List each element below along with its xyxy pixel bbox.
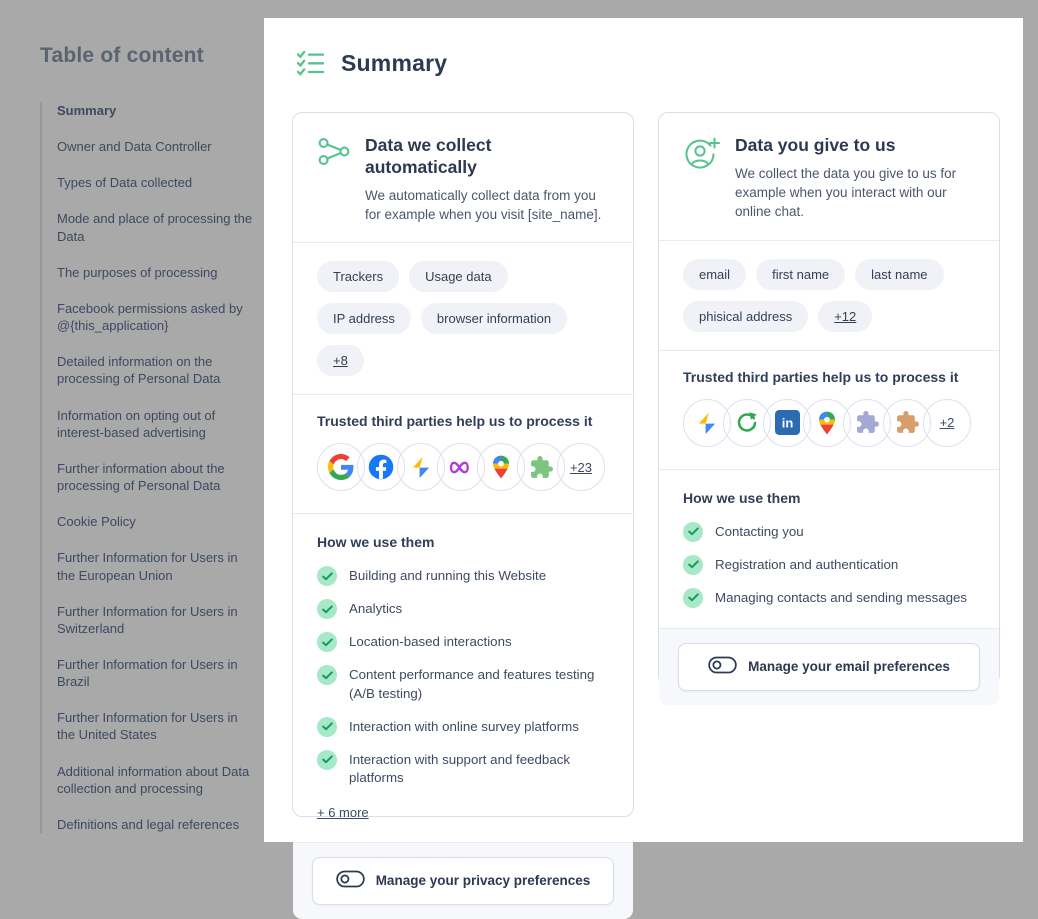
toc-item[interactable]: Owner and Data Controller xyxy=(57,139,212,155)
toc-item[interactable]: Types of Data collected xyxy=(57,175,193,191)
summary-panel: Summary Data we collect automatically We… xyxy=(264,18,1023,919)
toc-item[interactable]: Summary xyxy=(57,103,117,118)
card-header: Data you give to us We collect the data … xyxy=(659,113,999,241)
manage-button-label: Manage your privacy preferences xyxy=(375,873,591,889)
network-nodes-icon xyxy=(317,136,351,224)
check-circle-icon xyxy=(683,587,703,608)
usage-item-label: Building and running this Website xyxy=(349,568,547,584)
tags-more-link[interactable]: +12 xyxy=(818,300,873,332)
card-header: Data we collect automatically We automat… xyxy=(293,113,633,244)
card-title: Data we collect automatically xyxy=(365,135,492,177)
tag-pill: browser information xyxy=(420,303,568,335)
check-circle-icon xyxy=(317,749,337,770)
usage-item: Registration and authentication xyxy=(683,554,975,575)
third-parties-section: Trusted third parties help us to process… xyxy=(659,351,999,470)
usage-heading: How we use them xyxy=(683,489,801,506)
tag-pill: phisical address xyxy=(683,300,809,332)
toc-item[interactable]: Further Information for Users in the Uni… xyxy=(57,710,238,743)
check-circle-icon xyxy=(317,599,337,620)
panel-header: Summary xyxy=(296,50,1000,77)
third-party-logos: in +2 xyxy=(683,398,975,447)
usage-item: Interaction with support and feedback pl… xyxy=(317,749,609,788)
tag-pill: last name xyxy=(855,258,944,290)
tag-pill: IP address xyxy=(317,303,411,335)
card-title: Data you give to us xyxy=(735,135,896,155)
tag-pill: Usage data xyxy=(409,261,508,293)
usage-item-label: Contacting you xyxy=(715,523,804,539)
third-parties-section: Trusted third parties help us to process… xyxy=(293,395,633,515)
card-footer: Manage your privacy preferences xyxy=(293,841,633,919)
table-of-contents: Table of content Summary Owner and Data C… xyxy=(40,44,258,834)
usage-item: Building and running this Website xyxy=(317,566,609,587)
card-description: We collect the data you give to us for e… xyxy=(735,165,957,220)
toc-item[interactable]: Further information about the processing… xyxy=(57,460,225,494)
usage-more-link[interactable]: + 6 more xyxy=(317,804,369,820)
toc-item[interactable]: Further Information for Users in Switzer… xyxy=(57,603,238,636)
usage-section: How we use them Building and running thi… xyxy=(293,514,633,841)
toc-item[interactable]: Additional information about Data collec… xyxy=(57,763,250,796)
check-circle-icon xyxy=(317,566,337,587)
toc-item[interactable]: The purposes of processing xyxy=(57,264,218,280)
usage-item: Managing contacts and sending messages xyxy=(683,587,975,608)
usage-item-label: Registration and authentication xyxy=(715,556,899,572)
usage-item-label: Managing contacts and sending messages xyxy=(715,589,968,605)
third-parties-more-link[interactable]: +2 xyxy=(923,398,971,447)
usage-item-label: Analytics xyxy=(349,601,403,617)
manage-preferences-button[interactable]: Manage your privacy preferences xyxy=(312,856,614,905)
card-description: We automatically collect data from you f… xyxy=(365,187,602,223)
usage-item: Content performance and features testing… xyxy=(317,665,609,703)
usage-item: Analytics xyxy=(317,599,609,620)
third-parties-heading: Trusted third parties help us to process… xyxy=(317,413,593,430)
third-parties-heading: Trusted third parties help us to process… xyxy=(683,368,959,385)
tag-pill: Trackers xyxy=(317,261,400,293)
checklist-icon xyxy=(296,50,324,77)
data-tags: email first name last name phisical address… xyxy=(659,241,999,351)
page-title: Summary xyxy=(341,50,448,76)
toc-item[interactable]: Further Information for Users in Brazil xyxy=(57,656,238,690)
toc-title: Table of content xyxy=(40,44,204,67)
toc-item[interactable]: Cookie Policy xyxy=(57,514,136,530)
toggle-icon xyxy=(335,870,365,891)
usage-item-label: Location-based interactions xyxy=(349,634,512,650)
usage-item-label: Content performance and features testing… xyxy=(349,667,595,701)
third-parties-more-link[interactable]: +23 xyxy=(557,443,605,492)
usage-section: How we use them Contacting you Registrati… xyxy=(659,470,999,628)
toggle-icon xyxy=(708,656,737,677)
manage-button-label: Manage your email preferences xyxy=(748,659,950,675)
toc-item[interactable]: Definitions and legal references xyxy=(57,816,240,832)
check-circle-icon xyxy=(683,521,703,542)
toc-item[interactable]: Further Information for Users in the Eur… xyxy=(57,550,238,583)
usage-list: Contacting you Registration and authentic… xyxy=(683,521,975,608)
toc-list: Summary Owner and Data Controller Types of… xyxy=(40,102,258,834)
usage-item-label: Interaction with online survey platforms xyxy=(349,718,579,734)
cards: Data we collect automatically We automat… xyxy=(292,112,1000,919)
toc-item[interactable]: Mode and place of processing the Data xyxy=(57,211,253,244)
svg-text:in: in xyxy=(781,416,793,431)
toc-item[interactable]: Detailed information on the processing o… xyxy=(57,354,221,387)
check-circle-icon xyxy=(317,665,337,686)
usage-item-label: Interaction with support and feedback pl… xyxy=(349,751,571,786)
manage-preferences-button[interactable]: Manage your email preferences xyxy=(678,642,980,691)
check-circle-icon xyxy=(683,554,703,575)
data-tags: Trackers Usage data IP address browser info… xyxy=(293,243,633,396)
toc-item[interactable]: Facebook permissions asked by @{this_app… xyxy=(57,300,243,334)
third-party-logos: +23 xyxy=(317,443,609,492)
usage-heading: How we use them xyxy=(317,534,435,551)
data-card: Data you give to us We collect the data … xyxy=(658,112,1000,705)
tags-more-link[interactable]: +8 xyxy=(317,345,364,377)
tag-pill: email xyxy=(683,258,747,290)
tag-pill: first name xyxy=(756,258,846,290)
check-circle-icon xyxy=(317,632,337,653)
usage-item: Location-based interactions xyxy=(317,632,609,653)
check-circle-icon xyxy=(317,716,337,737)
data-card: Data we collect automatically We automat… xyxy=(292,112,634,919)
google-logo xyxy=(317,443,365,492)
toc-item[interactable]: Information on opting out of interest-ba… xyxy=(57,407,216,440)
user-plus-icon xyxy=(683,136,721,222)
card-footer: Manage your email preferences xyxy=(659,627,999,705)
usage-list: Building and running this Website Analyti… xyxy=(317,566,609,788)
usage-item: Contacting you xyxy=(683,521,975,542)
usage-item: Interaction with online survey platforms xyxy=(317,716,609,737)
